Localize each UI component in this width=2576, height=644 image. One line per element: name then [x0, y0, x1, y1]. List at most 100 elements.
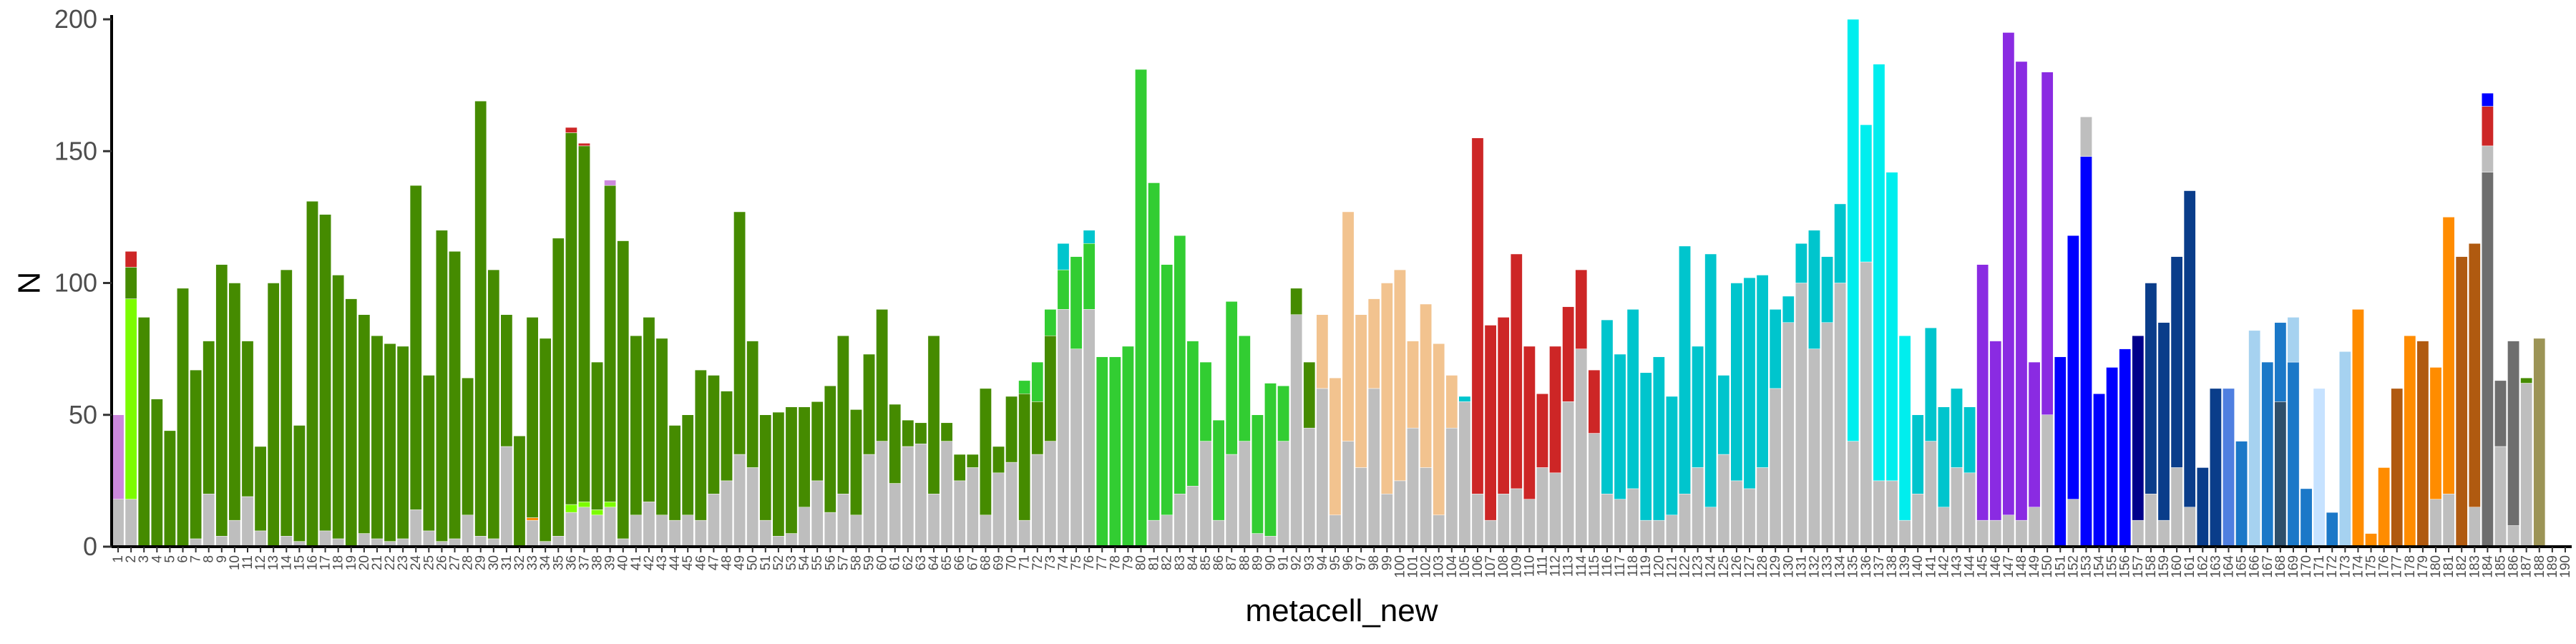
- bar-segment: [1782, 322, 1795, 547]
- bar-segment: [332, 275, 345, 540]
- bar-150: [2041, 72, 2054, 547]
- x-tick-label: 120: [1652, 555, 1667, 578]
- bar-116: [1601, 319, 1614, 547]
- bar-segment: [824, 512, 836, 547]
- bar-segment: [980, 514, 992, 547]
- bar-51: [759, 414, 772, 547]
- x-tick-label: 31: [499, 555, 514, 570]
- x-tick-label: 5: [162, 555, 177, 563]
- x-tick-label: 54: [797, 555, 812, 571]
- x-tick-label: 136: [1859, 555, 1874, 578]
- x-tick-label: 124: [1704, 555, 1719, 578]
- bar-segment: [798, 406, 811, 507]
- bar-106: [1471, 137, 1484, 547]
- bar-segment: [1898, 519, 1911, 547]
- x-tick-label: 179: [2416, 555, 2431, 578]
- bar-segment: [1380, 283, 1393, 494]
- x-tick-label: 67: [965, 555, 980, 570]
- bar-segment: [2170, 467, 2183, 547]
- bar-segment: [1549, 346, 1561, 474]
- bar-67: [966, 454, 979, 547]
- bar-101: [1407, 341, 1419, 547]
- bar-segment: [1769, 309, 1782, 389]
- y-tick-label: 150: [54, 136, 97, 165]
- bar-25: [422, 375, 435, 547]
- bar-segment: [2326, 512, 2338, 547]
- bar-segment: [1523, 499, 1536, 547]
- bar-75: [1070, 256, 1083, 547]
- x-tick-label: 159: [2157, 555, 2172, 578]
- x-tick-label: 12: [253, 555, 268, 570]
- x-tick-label: 171: [2312, 555, 2327, 578]
- bar-147: [2002, 32, 2015, 547]
- bar-44: [668, 425, 681, 547]
- x-tick-label: 163: [2208, 555, 2223, 578]
- x-tick-label: 35: [551, 555, 566, 570]
- bar-segment: [1963, 406, 1976, 474]
- bar-132: [1808, 230, 1820, 547]
- bar-segment: [474, 536, 487, 547]
- bar-120: [1652, 356, 1665, 547]
- x-tick-label: 84: [1186, 555, 1201, 571]
- bar-152: [2067, 235, 2079, 547]
- bar-segment: [2080, 156, 2092, 547]
- x-tick-label: 4: [150, 555, 165, 563]
- bar-segment: [1536, 467, 1548, 547]
- bar-segment: [863, 454, 875, 547]
- bar-segment: [2274, 401, 2287, 547]
- bar-133: [1821, 256, 1833, 547]
- x-tick-label: 134: [1833, 555, 1848, 578]
- bar-segment: [1342, 211, 1355, 441]
- x-tick-label: 25: [421, 555, 436, 570]
- x-tick-label: 76: [1082, 555, 1097, 570]
- bar-segment: [1795, 283, 1807, 547]
- x-axis-title: metacell_new: [1245, 593, 1438, 628]
- bar-segment: [2274, 322, 2287, 402]
- bar-segment: [254, 446, 267, 532]
- bar-segment: [2157, 519, 2170, 547]
- bar-117: [1614, 353, 1626, 547]
- bar-segment: [927, 335, 940, 494]
- x-tick-label: 182: [2454, 555, 2469, 578]
- bar-segment: [1277, 441, 1289, 547]
- bar-segment: [306, 201, 318, 547]
- bar-segment: [1510, 253, 1523, 489]
- bar-segment: [2132, 519, 2145, 547]
- x-tick-label: 105: [1458, 555, 1473, 578]
- bar-36: [565, 127, 577, 547]
- bar-segment: [1251, 414, 1264, 534]
- bar-segment: [1666, 396, 1678, 516]
- bar-158: [2145, 283, 2157, 547]
- bar-121: [1666, 396, 1678, 547]
- bar-segment: [319, 530, 331, 547]
- x-tick-label: 72: [1030, 555, 1045, 570]
- x-tick-label: 16: [305, 555, 320, 570]
- bar-segment: [733, 454, 746, 547]
- bar-segment: [2481, 106, 2494, 147]
- x-tick-label: 152: [2066, 555, 2081, 578]
- bar-162: [2196, 467, 2209, 547]
- bar-segment: [177, 288, 189, 547]
- x-tick-label: 122: [1678, 555, 1693, 578]
- bar-segment: [1679, 245, 1691, 494]
- x-tick-label: 116: [1600, 555, 1615, 577]
- bar-59: [863, 353, 875, 547]
- bar-segment: [1614, 353, 1626, 499]
- bar-segment: [1199, 441, 1212, 547]
- x-tick-label: 10: [228, 555, 243, 570]
- x-tick-label: 33: [525, 555, 540, 570]
- x-tick-label: 61: [888, 555, 903, 570]
- x-tick-label: 138: [1885, 555, 1900, 578]
- bar-91: [1277, 385, 1289, 547]
- bar-segment: [2002, 514, 2015, 547]
- bar-82: [1161, 264, 1174, 547]
- x-tick-label: 170: [2299, 555, 2314, 578]
- bar-segment: [2132, 335, 2145, 521]
- bar-20: [358, 314, 371, 547]
- bar-100: [1394, 269, 1406, 547]
- x-tick-label: 79: [1121, 555, 1136, 570]
- bar-segment: [449, 251, 461, 540]
- x-tick-label: 141: [1923, 555, 1938, 578]
- bar-176: [2378, 467, 2391, 547]
- bar-63: [914, 422, 927, 547]
